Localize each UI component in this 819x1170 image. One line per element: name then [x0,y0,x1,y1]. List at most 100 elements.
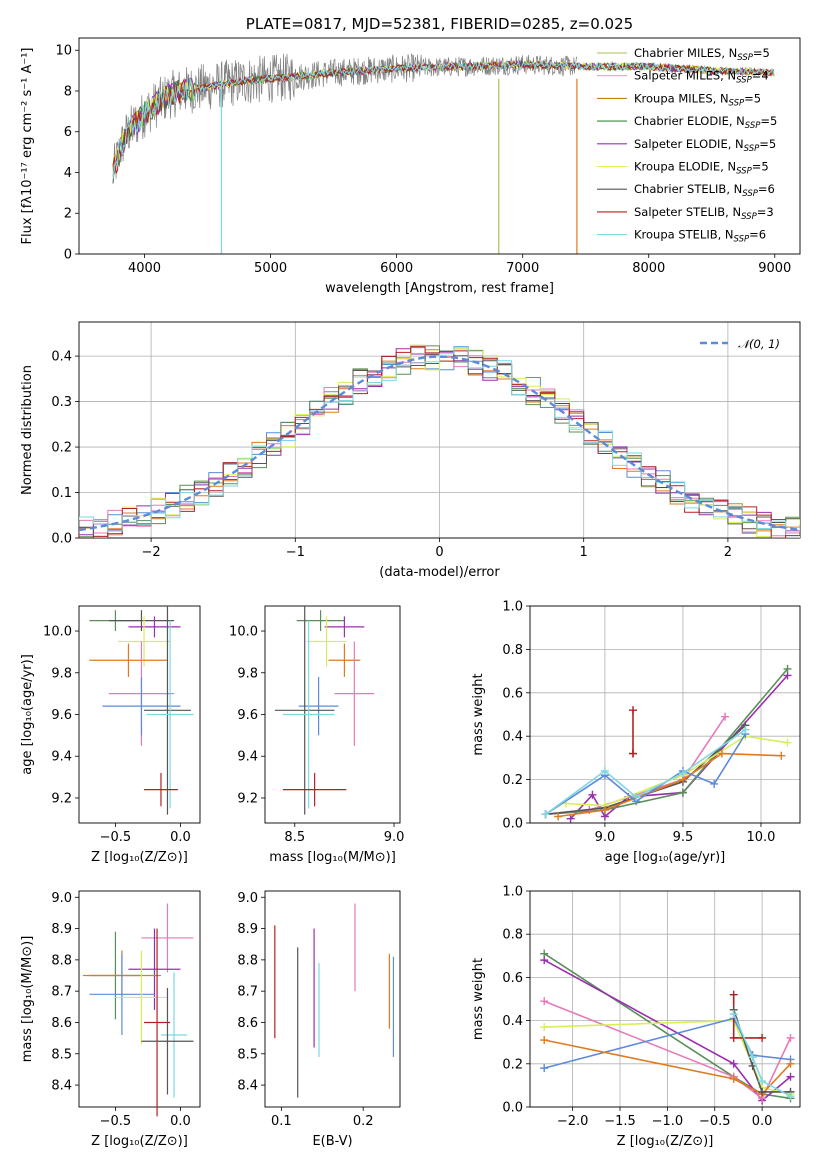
weight-series-line [732,1009,791,1093]
x-tick-label: 0.0 [170,1114,191,1129]
y-tick-label: 9.4 [51,750,72,765]
y-tick-label: 0.4 [502,730,523,745]
y-tick-label: 0.0 [502,1101,523,1116]
x-tick-label: 0 [435,545,443,560]
plot-frame [264,605,401,824]
x-tick-label: 0.0 [170,830,191,845]
weight-point-marker [786,1059,795,1068]
legend-label: 𝒩(0, 1) [738,337,780,351]
legend-label: Chabrier STELIB, NSSP=6 [634,182,775,199]
y-axis-label: Normed distribution [20,365,35,495]
weight-series-line [565,735,788,807]
model-spectrum-line [112,60,775,180]
x-tick-label: −1.0 [652,1114,684,1129]
y-tick-label: 9.4 [237,750,258,765]
weight-point-marker [629,749,638,758]
x-tick-label: 0.2 [353,1114,374,1129]
x-axis-label: Z [log₁₀(Z/Z⊙)] [91,850,188,865]
plot-frame [529,605,801,824]
weight-point-marker [566,814,575,823]
y-tick-label: 0.6 [502,686,523,701]
x-axis-label: Z [log₁₀(Z/Z⊙)] [91,1134,188,1149]
legend-label: Chabrier MILES, NSSP=5 [634,46,770,63]
weight-series-line [732,1013,791,1097]
plot-frame [78,605,201,824]
y-axis-label: age [log₁₀(age/yr)] [20,654,35,775]
weight-series-line [543,1000,792,1100]
y-tick-label: 0.8 [502,643,523,658]
x-tick-label: 2 [724,545,732,560]
y-tick-label: 9.2 [51,791,72,806]
y-tick-label: 0.6 [502,971,523,986]
weight-point-marker [554,812,563,821]
weight-point-marker [710,779,719,788]
y-tick-label: 1.0 [502,600,523,615]
legend-label: Kroupa MILES, NSSP=5 [634,91,761,108]
weight-point-marker [540,1036,549,1045]
y-tick-label: 0.2 [51,441,72,456]
weight_vs_age-panel: 9.0 9.5 10.0 0.0 0.2 0.4 0.6 0.8 1.0 age [log₁₀(a… [471,600,801,865]
x-tick-label: −0.5 [100,1114,132,1129]
y-tick-label: 8.8 [51,953,72,968]
x-tick-label: 4000 [128,261,161,276]
weight_vs_Z-panel: −2.0 −1.5 −1.0 −0.5 0.0 0.0 0.2 0.4 0.6 0.8 1.0 Z [… [471,885,801,1149]
y-tick-label: 4 [64,166,72,181]
weight-point-marker [729,1010,738,1019]
weight-point-marker [758,1087,767,1096]
mass_vs_ebv-panel: 0.1 0.2 8.4 8.5 8.6 8.7 8.8 8.9 9.0 E(B-V) [237,890,401,1149]
y-axis-label: mass [log₁₀(M/M⊙)] [20,936,35,1063]
x-axis-label: age [log₁₀(age/yr)] [605,850,726,865]
y-tick-label: 0 [64,248,72,263]
x-tick-label: 1 [580,545,588,560]
weight-point-marker [783,664,792,673]
weight-series-line [545,668,789,816]
y-tick-label: 9.2 [237,791,258,806]
y-tick-label: 8.4 [237,1079,258,1094]
x-tick-label: 0.0 [752,1114,773,1129]
x-tick-label: −1 [286,545,305,560]
y-tick-label: 9.6 [51,708,72,723]
weight-point-marker [632,792,641,801]
weight-point-marker [729,1074,738,1083]
mass_vs_Z-panel: −0.5 0.0 8.4 8.5 8.6 8.7 8.8 8.9 9.0 Z [log₁₀(Z/Z… [20,890,201,1149]
x-tick-label: −2.0 [557,1114,589,1129]
spectrum-title: PLATE=0817, MJD=52381, FIBERID=0285, z=0… [246,15,633,33]
y-tick-label: 8.6 [237,1016,258,1031]
plot-frame [78,321,801,539]
y-tick-label: 0.4 [51,350,72,365]
y-tick-label: 0.3 [51,395,72,410]
normal-curve [79,355,800,532]
y-axis-label: Flux [fλ10⁻¹⁷ erg cm⁻² s⁻¹ A⁻¹] [20,48,35,245]
x-tick-label: 7000 [506,261,539,276]
weight-point-marker [748,1053,757,1062]
y-tick-label: 0.0 [502,817,523,832]
plot-frame [529,890,801,1108]
spectrum-plot-area [112,53,775,254]
y-tick-label: 8.8 [237,953,258,968]
weight-point-marker [758,1077,767,1086]
y-axis-label: mass weight [471,673,486,755]
weight-series-line [544,1039,792,1095]
weight-point-marker [786,1033,795,1042]
x-tick-label: 6000 [380,261,413,276]
weight-series-line [545,733,747,815]
legend-label: Chabrier ELODIE, NSSP=5 [634,114,777,131]
x-tick-label: 8.5 [284,830,305,845]
weight-point-marker [600,805,609,814]
y-tick-label: 10.0 [229,625,258,640]
x-axis-label: wavelength [Angstrom, rest frame] [325,281,554,296]
x-tick-label: 10.0 [747,830,776,845]
y-tick-label: 10 [55,44,72,59]
y-tick-label: 0.0 [51,532,72,547]
plot-frame [78,37,801,255]
x-axis-label: E(B-V) [312,1134,352,1149]
x-tick-label: 9.0 [595,830,616,845]
x-tick-label: −0.5 [699,1114,731,1129]
x-tick-label: −0.5 [100,830,132,845]
spectrum-panel: 4000 5000 6000 7000 8000 9000 0 2 4 6 8 10 wavelengt… [20,15,801,296]
y-tick-label: 10.0 [43,625,72,640]
plot-frame [78,890,201,1108]
y-tick-label: 1.0 [502,885,523,900]
weight-point-marker [540,956,549,965]
